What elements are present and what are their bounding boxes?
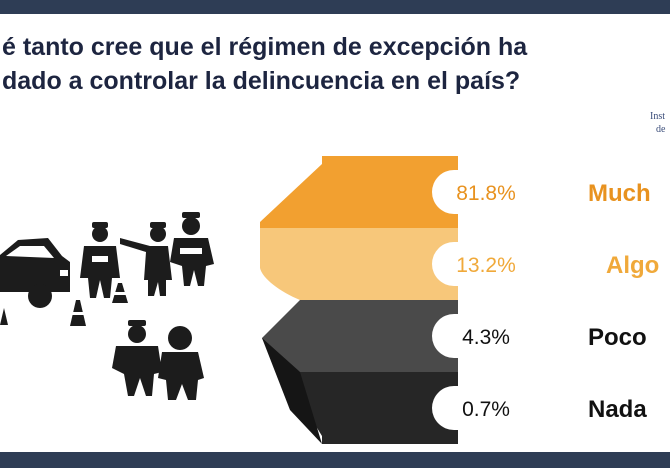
chart-bands xyxy=(260,156,458,444)
category-label: Much xyxy=(588,180,651,207)
bar-band-poco xyxy=(262,300,458,372)
source-line-2: de xyxy=(656,124,666,135)
car-icon xyxy=(0,238,70,308)
value-label: 4.3% xyxy=(462,326,510,349)
value-label: 13.2% xyxy=(456,254,516,277)
police-officer-icon xyxy=(170,212,214,286)
bar-band-algo xyxy=(260,228,458,300)
police-officer-icon xyxy=(112,320,162,396)
chart-title: é tanto cree que el régimen de excepción… xyxy=(2,30,527,98)
title-line-2: dado a controlar la delincuencia en el p… xyxy=(2,67,521,95)
traffic-cone-icon xyxy=(0,283,128,326)
value-pill xyxy=(432,386,540,430)
chart-labels: 81.8% Much 13.2% Algo 4.3% Poco 0.7% Nada xyxy=(432,170,659,430)
bar-band-mucho xyxy=(260,156,458,228)
bottom-band xyxy=(0,452,670,468)
top-band xyxy=(0,0,670,14)
police-officer-icon xyxy=(80,222,120,298)
value-pill xyxy=(432,314,540,358)
value-label: 0.7% xyxy=(462,398,510,421)
source-credit: Inst de xyxy=(650,110,665,136)
title-line-1: é tanto cree que el régimen de excepción… xyxy=(2,33,528,61)
category-label: Nada xyxy=(588,396,647,423)
category-label: Algo xyxy=(606,252,659,279)
category-label: Poco xyxy=(588,324,647,351)
value-pill xyxy=(432,242,540,286)
value-pill xyxy=(432,170,540,214)
arrested-person-icon xyxy=(158,326,204,400)
source-line-1: Inst xyxy=(650,111,665,122)
value-label: 81.8% xyxy=(456,182,516,205)
illustration xyxy=(0,212,214,400)
police-officer-icon xyxy=(120,222,172,296)
band-shadow xyxy=(262,338,322,444)
